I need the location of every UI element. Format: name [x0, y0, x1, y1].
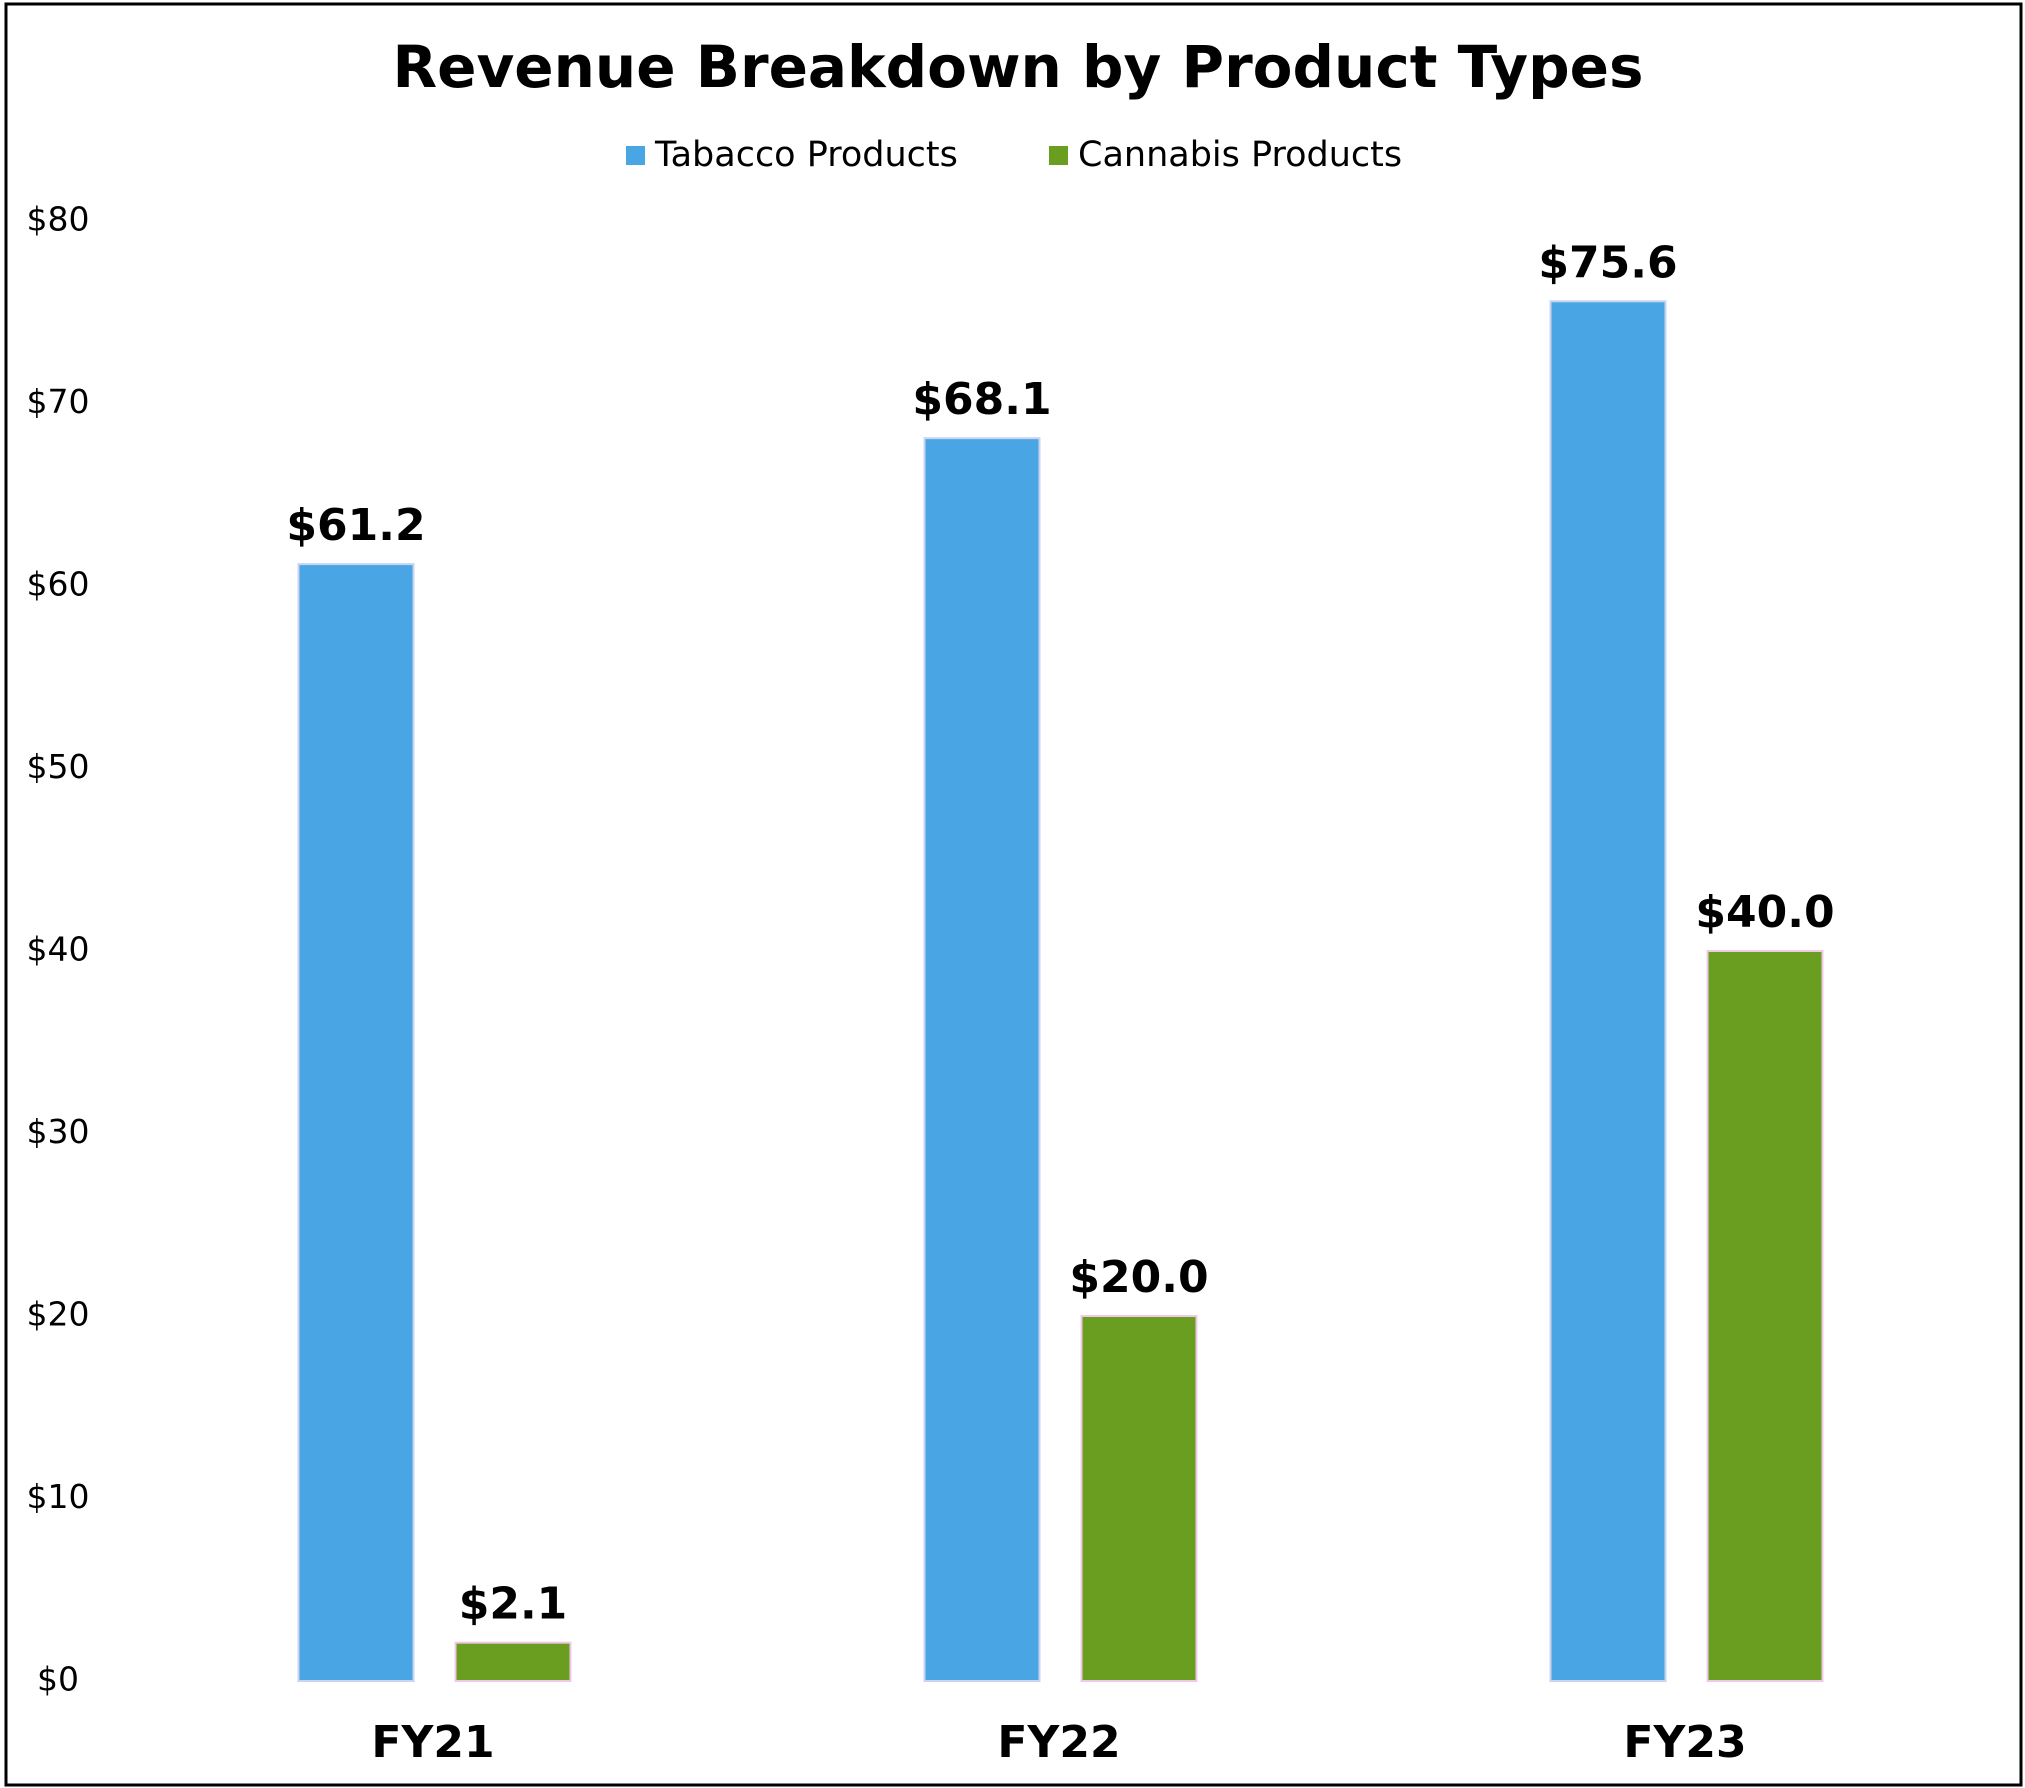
y-tick-label: $60 — [27, 565, 90, 604]
legend-label: Cannabis Products — [1078, 135, 1402, 175]
y-tick-label: $70 — [27, 382, 90, 421]
legend-swatch — [626, 146, 645, 165]
y-tick-label: $0 — [37, 1660, 79, 1699]
x-tick-label: FY22 — [997, 1717, 1120, 1768]
bar — [297, 563, 415, 1682]
y-tick-label: $50 — [27, 747, 90, 786]
y-tick-label: $10 — [27, 1477, 90, 1516]
value-label: $61.2 — [286, 500, 425, 551]
bar — [454, 1641, 572, 1683]
y-tick-label: $20 — [27, 1295, 90, 1334]
y-tick-label: $30 — [27, 1112, 90, 1151]
value-label: $2.1 — [459, 1579, 568, 1630]
bar — [1706, 950, 1824, 1682]
y-tick-label: $40 — [27, 930, 90, 969]
value-label: $40.0 — [1695, 887, 1834, 938]
bar — [1549, 300, 1667, 1682]
legend-swatch — [1049, 146, 1068, 165]
value-label: $68.1 — [912, 374, 1051, 425]
chart-title: Revenue Breakdown by Product Types — [393, 33, 1644, 101]
y-tick-label: $80 — [27, 200, 90, 239]
legend-label: Tabacco Products — [654, 135, 958, 175]
x-tick-label: FY21 — [371, 1717, 494, 1768]
x-tick-label: FY23 — [1623, 1717, 1746, 1768]
value-label: $75.6 — [1538, 237, 1677, 288]
bar — [1080, 1315, 1198, 1682]
value-label: $20.0 — [1069, 1252, 1208, 1303]
bar — [923, 437, 1041, 1682]
